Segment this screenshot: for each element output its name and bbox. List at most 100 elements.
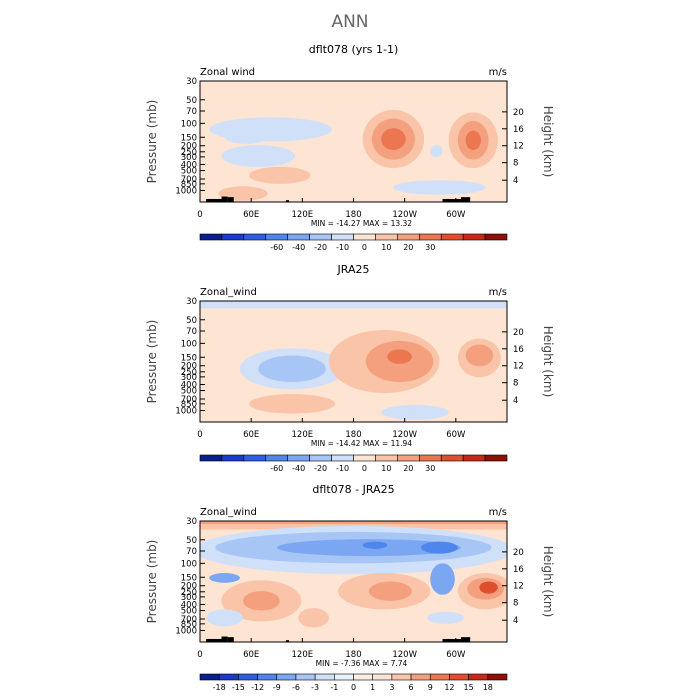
pressure-tick-label: 100 (181, 559, 197, 569)
colorbar-label: 30 (425, 243, 435, 252)
pressure-tick-label: 500 (181, 607, 197, 617)
pressure-tick-label: 150 (181, 573, 197, 583)
height-tick-label: 8 (513, 599, 518, 609)
contour-region (427, 611, 465, 624)
contour-region (430, 563, 455, 595)
pressure-tick-label: 70 (186, 107, 197, 117)
colorbar-cell (375, 233, 398, 241)
height-tick-label: 12 (513, 582, 524, 592)
pressure-tick-label: 50 (186, 96, 197, 106)
x-tick-label: 120W (392, 210, 417, 220)
contour-region (387, 349, 412, 364)
contour-region (298, 608, 329, 628)
colorbar-label: 1 (370, 683, 375, 692)
colorbar-cell (418, 454, 442, 462)
x-tick-label: 60W (446, 430, 466, 440)
contour-region (479, 581, 498, 594)
pressure-tick-label: 850 (181, 180, 197, 190)
contour-region (465, 344, 494, 367)
colorbar-cell (199, 233, 223, 241)
pressure-tick-label: 850 (181, 620, 197, 630)
x-tick-label: 60W (446, 210, 466, 220)
pressure-tick-label: 30 (186, 297, 197, 307)
contour-region (430, 145, 443, 158)
contour-band (200, 301, 507, 309)
contour-fills (200, 301, 507, 420)
x-tick-label: 180 (345, 210, 361, 220)
contour-region (221, 145, 296, 167)
colorbar-cell (199, 454, 223, 462)
colorbar-label: 9 (428, 683, 433, 692)
x-tick-label: 120W (392, 650, 417, 660)
orography-mask (206, 198, 222, 202)
colorbar-cell (429, 673, 450, 681)
colorbar-cell (331, 233, 354, 241)
colorbar-label: -12 (251, 683, 264, 692)
pressure-tick-label: 700 (181, 175, 197, 185)
min-max-stats: MIN = -14.27 MAX = 13.32 (311, 219, 412, 228)
y-axis-label-left: Pressure (mb) (145, 100, 159, 184)
colorbar-cell (440, 233, 464, 241)
height-tick-label: 4 (513, 176, 518, 186)
pressure-tick-label: 30 (186, 77, 197, 87)
orography-mask (460, 197, 471, 202)
contour-band (200, 521, 507, 530)
colorbar-cell (397, 454, 420, 462)
colorbar-cell (309, 454, 332, 462)
colorbar-cell (221, 233, 245, 241)
y-axis-label-right: Height (km) (541, 326, 555, 397)
height-tick-label: 20 (513, 328, 524, 338)
contour-fills (206, 110, 498, 202)
contour-region (209, 573, 240, 583)
pressure-tick-label: 700 (181, 395, 197, 405)
pressure-tick-label: 300 (181, 153, 197, 163)
colorbar-cell (353, 673, 373, 681)
x-tick-label: 60E (243, 210, 259, 220)
height-tick-label: 20 (513, 548, 524, 558)
colorbar-label: -10 (336, 464, 349, 473)
x-tick-label: 60W (446, 650, 466, 660)
min-max-stats: MIN = -7.36 MAX = 7.74 (316, 659, 408, 668)
colorbar-label: 10 (381, 243, 391, 252)
contour-fills (200, 521, 507, 642)
colorbar-cell (462, 454, 486, 462)
contour-region (249, 166, 311, 184)
colorbar-label: 0 (351, 683, 356, 692)
orography-mask (221, 636, 228, 642)
pressure-tick-label: 500 (181, 167, 197, 177)
contour-region (242, 591, 280, 611)
contour-region (421, 541, 458, 554)
pressure-tick-label: 700 (181, 615, 197, 625)
colorbar-cell (221, 454, 245, 462)
colorbar-cell (391, 673, 412, 681)
pressure-tick-label: 500 (181, 387, 197, 397)
colorbar-cell (397, 233, 420, 241)
field-label: Zonal wind (200, 67, 255, 78)
colorbar-label: -6 (292, 683, 300, 692)
orography-mask (227, 197, 234, 202)
colorbar-label: 15 (464, 683, 474, 692)
height-tick-label: 12 (513, 362, 524, 372)
x-tick-label: 120E (292, 650, 314, 660)
colorbar-label: -9 (273, 683, 281, 692)
pressure-tick-label: 150 (181, 133, 197, 143)
colorbar-label: 12 (444, 683, 454, 692)
colorbar-label: 18 (483, 683, 493, 692)
colorbar-cell (353, 454, 376, 462)
orography-mask (227, 637, 234, 642)
colorbar-cell (287, 233, 310, 241)
colorbar-cell (199, 673, 220, 681)
colorbar-cell (295, 673, 316, 681)
pressure-tick-label: 1000 (175, 187, 197, 197)
contour-region (393, 180, 486, 195)
orography-mask (206, 638, 222, 642)
contour-region (381, 128, 406, 150)
pressure-tick-label: 1000 (175, 407, 197, 417)
contour-region (258, 355, 326, 383)
y-axis-label-right: Height (km) (541, 546, 555, 617)
x-tick-label: 0 (197, 650, 202, 660)
height-tick-label: 8 (513, 379, 518, 389)
pressure-tick-label: 30 (186, 517, 197, 527)
colorbar-label: -20 (314, 243, 327, 252)
